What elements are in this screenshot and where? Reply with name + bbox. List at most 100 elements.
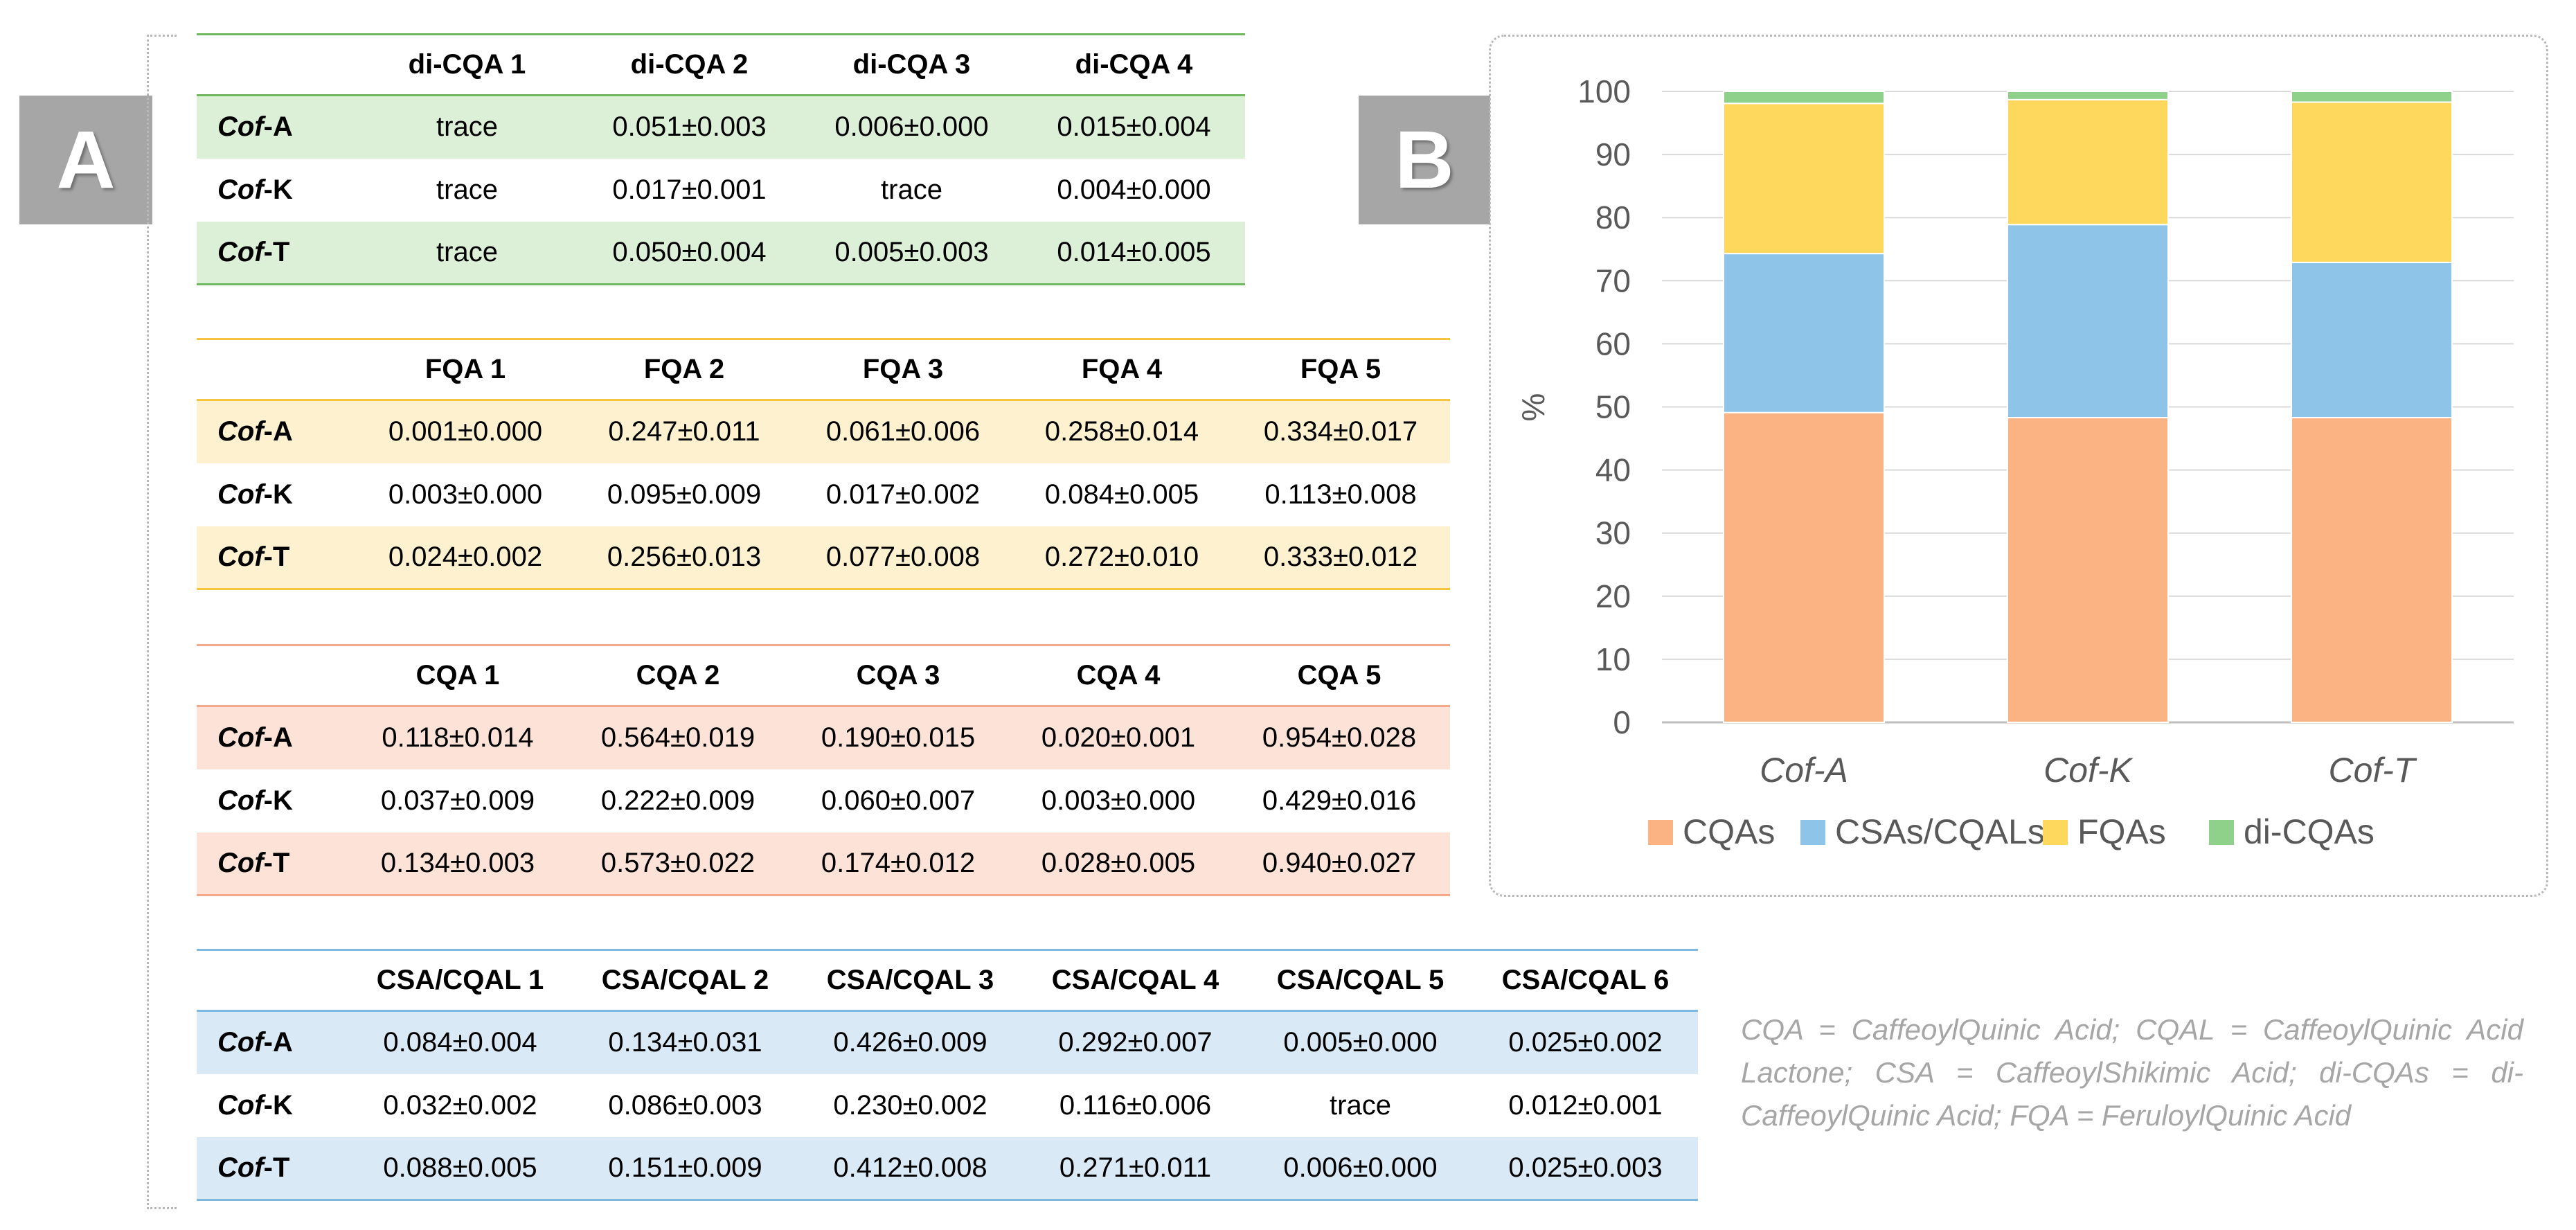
table-cell: 0.012±0.001 <box>1508 1089 1663 1121</box>
bar-segment <box>2291 261 2453 418</box>
table-cell: 0.017±0.001 <box>612 174 767 205</box>
row-label-prefix: Cof <box>217 236 264 267</box>
table-row: Cof-K 0.003±0.000 0.095±0.009 0.017±0.002 0.… <box>197 463 1450 526</box>
table-row: Cof-T trace 0.050±0.004 0.005±0.003 0.014±0.… <box>197 221 1245 285</box>
table-row: Cof-A 0.084±0.004 0.134±0.031 0.426±0.009 0.… <box>197 1010 1698 1074</box>
row-label-suffix: -T <box>263 541 290 572</box>
table-cell: 0.334±0.017 <box>1231 400 1450 463</box>
table-cell: 0.230±0.002 <box>833 1089 987 1121</box>
table-cell: 0.118±0.014 <box>348 706 568 769</box>
y-tick-label: 50 <box>1595 389 1631 425</box>
abbreviation-footnote: CQA = CaffeoylQuinic Acid; CQAL = Caffeo… <box>1741 1013 2523 1132</box>
table-header-row: CQA 1 CQA 2 CQA 3 CQA 4 CQA 5 <box>197 645 1450 706</box>
column-header: FQA 4 <box>1081 354 1163 384</box>
table-row: Cof-A trace 0.051±0.003 0.006±0.000 0.015±0.… <box>197 95 1245 159</box>
legend-swatch <box>2043 820 2068 845</box>
column-header: CSA/CQAL 2 <box>601 965 769 995</box>
y-tick-label: 10 <box>1595 641 1631 677</box>
table-header-row: CSA/CQAL 1 CSA/CQAL 2 CSA/CQAL 3 CSA/CQAL 4… <box>197 950 1698 1011</box>
row-label: Cof-K <box>197 769 348 832</box>
table-cell: 0.292±0.007 <box>1023 1010 1248 1074</box>
bar-segment <box>1723 102 1885 255</box>
table-cell: 0.006±0.000 <box>800 95 1023 159</box>
table-row: Cof-K trace 0.017±0.001 trace 0.004±0.000 <box>197 159 1245 222</box>
table-row: Cof-K 0.037±0.009 0.222±0.009 0.060±0.007 0.… <box>197 769 1450 832</box>
row-label-prefix: Cof <box>217 847 264 878</box>
row-label-suffix: -A <box>263 722 293 754</box>
table-cell: 0.940±0.027 <box>1228 832 1450 895</box>
row-label-prefix: Cof <box>217 722 264 754</box>
y-tick-label: 0 <box>1613 704 1631 740</box>
bar-segment <box>1723 411 1885 723</box>
column-header: CSA/CQAL 3 <box>826 965 994 995</box>
table-cell: trace <box>881 174 942 205</box>
row-label: Cof-K <box>197 463 356 526</box>
panel-label-b: B <box>1359 96 1490 224</box>
table-cell: 0.088±0.005 <box>348 1137 573 1200</box>
legend-label: CQAs <box>1683 812 1775 851</box>
table-cell: 0.174±0.012 <box>788 832 1008 895</box>
table-cell: 0.084±0.005 <box>1044 479 1199 510</box>
table-row: Cof-T 0.088±0.005 0.151±0.009 0.412±0.008 0.… <box>197 1137 1698 1200</box>
column-header: di-CQA 1 <box>408 49 526 80</box>
table-cell: 0.272±0.010 <box>1012 526 1231 589</box>
table-cell: 0.001±0.000 <box>356 400 575 463</box>
bar-segment <box>1723 91 1885 105</box>
row-label-suffix: -K <box>263 174 293 205</box>
row-label: Cof-T <box>197 832 348 895</box>
column-header: CQA 3 <box>856 660 940 690</box>
column-header: CQA 4 <box>1076 660 1161 690</box>
table-cell: 0.412±0.008 <box>798 1137 1023 1200</box>
column-header: FQA 5 <box>1300 354 1381 384</box>
table-cell: 0.116±0.006 <box>1059 1089 1212 1121</box>
table-cell: 0.134±0.003 <box>348 832 568 895</box>
table-cell: 0.077±0.008 <box>794 526 1012 589</box>
table-cell: trace <box>356 95 578 159</box>
table-cell: 0.020±0.001 <box>1008 706 1228 769</box>
table-cell: 0.429±0.016 <box>1262 785 1417 816</box>
table-cell: 0.060±0.007 <box>821 785 976 816</box>
row-label-suffix: -T <box>263 847 290 878</box>
table-cell: 0.024±0.002 <box>356 526 575 589</box>
row-label-suffix: -A <box>263 416 293 447</box>
row-label-suffix: -T <box>263 236 290 267</box>
header-corner <box>197 35 356 96</box>
row-label: Cof-K <box>197 1074 348 1137</box>
bar-segment <box>2291 91 2453 103</box>
row-label: Cof-T <box>197 526 356 589</box>
table-row: Cof-T 0.134±0.003 0.573±0.022 0.174±0.012 0.… <box>197 832 1450 895</box>
bar-segment <box>2291 101 2453 263</box>
cqa-table: CQA 1 CQA 2 CQA 3 CQA 4 CQA 5 Cof-A 0.118±0.01… <box>197 644 1450 896</box>
y-tick-label: 20 <box>1595 578 1631 614</box>
panel-label-a: A <box>19 96 152 224</box>
table-cell: 0.014±0.005 <box>1023 221 1245 285</box>
row-label: Cof-T <box>197 1137 348 1200</box>
column-header: CSA/CQAL 6 <box>1501 965 1670 995</box>
row-label: Cof-K <box>197 159 356 222</box>
y-tick-label: 70 <box>1595 262 1631 298</box>
row-label-prefix: Cof <box>217 479 264 510</box>
y-tick-label: 100 <box>1577 73 1631 109</box>
table-cell: 0.222±0.009 <box>600 785 755 816</box>
table-cell: 0.086±0.003 <box>608 1089 762 1121</box>
table-cell: 0.051±0.003 <box>578 95 800 159</box>
header-corner <box>197 339 356 400</box>
column-header: di-CQA 3 <box>852 49 971 80</box>
table-row: Cof-T 0.024±0.002 0.256±0.013 0.077±0.008 0.… <box>197 526 1450 589</box>
y-tick-label: 80 <box>1595 199 1631 235</box>
table-row: Cof-K 0.032±0.002 0.086±0.003 0.230±0.002 0.… <box>197 1074 1698 1137</box>
table-cell: 0.247±0.011 <box>575 400 794 463</box>
table-cell: 0.037±0.009 <box>380 785 535 816</box>
y-tick-label: 60 <box>1595 326 1631 362</box>
table-cell: 0.032±0.002 <box>383 1089 537 1121</box>
table-cell: trace <box>356 221 578 285</box>
column-header: di-CQA 2 <box>630 49 749 80</box>
fqa-table: FQA 1 FQA 2 FQA 3 FQA 4 FQA 5 Cof-A 0.001±0.00… <box>197 338 1450 590</box>
column-header: CSA/CQAL 4 <box>1051 965 1219 995</box>
legend-label: di-CQAs <box>2244 812 2374 851</box>
bar-segment <box>2007 98 2169 226</box>
row-label-prefix: Cof <box>217 416 264 447</box>
legend-swatch <box>1648 820 1673 845</box>
row-label-prefix: Cof <box>217 1027 264 1058</box>
table-cell: 0.426±0.009 <box>798 1010 1023 1074</box>
